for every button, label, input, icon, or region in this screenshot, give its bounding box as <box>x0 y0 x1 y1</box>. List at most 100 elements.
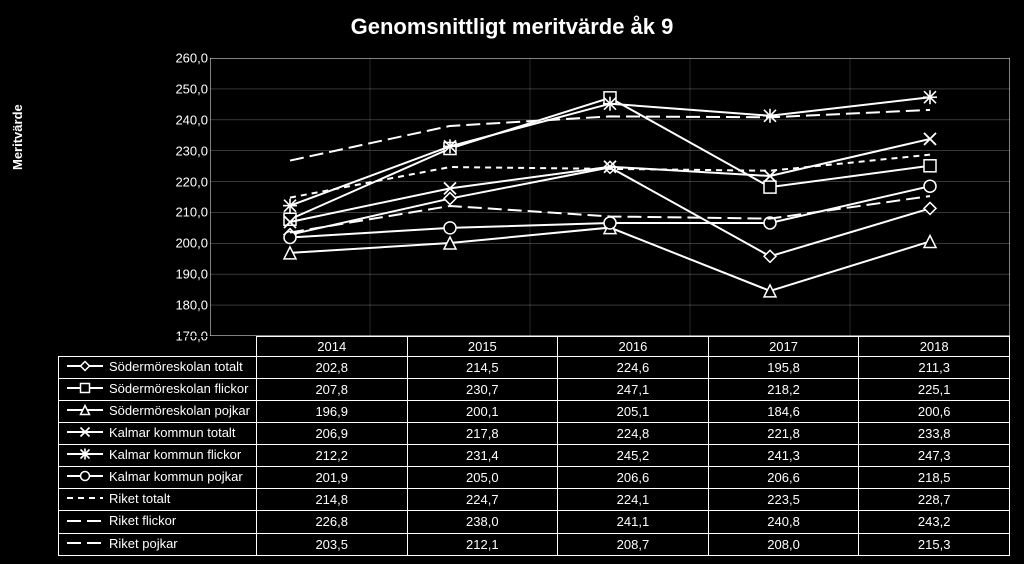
series-label: Kalmar kommun totalt <box>109 425 235 440</box>
value-cell: 217,8 <box>407 423 558 445</box>
value-cell: 233,8 <box>859 423 1010 445</box>
series-label-cell: Södermöreskolan totalt <box>59 357 257 379</box>
value-cell: 196,9 <box>256 401 407 423</box>
table-row: Södermöreskolan totalt 202,8214,5224,6195… <box>59 357 1010 379</box>
value-cell: 202,8 <box>256 357 407 379</box>
y-tick-label: 210,0 <box>158 205 208 220</box>
value-cell: 200,6 <box>859 401 1010 423</box>
y-tick-label: 240,0 <box>158 112 208 127</box>
value-cell: 247,3 <box>859 445 1010 467</box>
table-row: Riket pojkar 203,5212,1208,7208,0215,3 <box>59 533 1010 555</box>
value-cell: 203,5 <box>256 533 407 555</box>
value-cell: 224,6 <box>558 357 709 379</box>
series-label-cell: Riket flickor <box>59 511 257 533</box>
value-cell: 206,9 <box>256 423 407 445</box>
series-label-cell: Riket totalt <box>59 489 257 511</box>
legend-marker-icon <box>65 514 105 531</box>
value-cell: 207,8 <box>256 379 407 401</box>
value-cell: 224,8 <box>558 423 709 445</box>
series-label-cell: Södermöreskolan flickor <box>59 379 257 401</box>
year-header: 2014 <box>256 337 407 357</box>
series-label: Södermöreskolan flickor <box>109 381 248 396</box>
y-tick-label: 230,0 <box>158 143 208 158</box>
table-header-blank <box>59 337 257 357</box>
value-cell: 245,2 <box>558 445 709 467</box>
value-cell: 211,3 <box>859 357 1010 379</box>
value-cell: 215,3 <box>859 533 1010 555</box>
value-cell: 240,8 <box>708 511 859 533</box>
table-row: Kalmar kommun totalt 206,9217,8224,8221,8… <box>59 423 1010 445</box>
value-cell: 223,5 <box>708 489 859 511</box>
year-header: 2018 <box>859 337 1010 357</box>
y-tick-label: 190,0 <box>158 267 208 282</box>
data-table-wrap: 2014 2015 2016 2017 2018 Södermöreskolan… <box>58 336 1010 556</box>
value-cell: 195,8 <box>708 357 859 379</box>
legend-marker-icon <box>65 381 105 398</box>
value-cell: 208,0 <box>708 533 859 555</box>
legend-marker-icon <box>65 425 105 442</box>
value-cell: 212,1 <box>407 533 558 555</box>
table-body: Södermöreskolan totalt 202,8214,5224,6195… <box>59 357 1010 556</box>
value-cell: 218,5 <box>859 467 1010 489</box>
year-header: 2016 <box>558 337 709 357</box>
series-label: Riket flickor <box>109 513 176 528</box>
legend-marker-icon <box>65 447 105 464</box>
value-cell: 230,7 <box>407 379 558 401</box>
y-axis-label: Meritvärde <box>10 104 25 170</box>
table-row: Riket totalt 214,8224,7224,1223,5228,7 <box>59 489 1010 511</box>
table-row: Södermöreskolan flickor 207,8230,7247,121… <box>59 379 1010 401</box>
table-row: Kalmar kommun flickor 212,2231,4245,2241,… <box>59 445 1010 467</box>
value-cell: 225,1 <box>859 379 1010 401</box>
value-cell: 200,1 <box>407 401 558 423</box>
value-cell: 201,9 <box>256 467 407 489</box>
value-cell: 241,3 <box>708 445 859 467</box>
y-tick-label: 250,0 <box>158 81 208 96</box>
series-label-cell: Södermöreskolan pojkar <box>59 401 257 423</box>
value-cell: 214,8 <box>256 489 407 511</box>
table-row: Riket flickor226,8238,0241,1240,8243,2 <box>59 511 1010 533</box>
legend-marker-icon <box>65 491 105 508</box>
value-cell: 241,1 <box>558 511 709 533</box>
value-cell: 221,8 <box>708 423 859 445</box>
series-label-cell: Kalmar kommun flickor <box>59 445 257 467</box>
series-label: Riket totalt <box>109 491 170 506</box>
series-label: Riket pojkar <box>109 536 178 551</box>
series-label: Kalmar kommun pojkar <box>109 469 243 484</box>
value-cell: 184,6 <box>708 401 859 423</box>
y-tick-label: 260,0 <box>158 51 208 66</box>
legend-marker-icon <box>65 469 105 486</box>
series-label: Södermöreskolan totalt <box>109 359 243 374</box>
value-cell: 247,1 <box>558 379 709 401</box>
chart-container: Genomsnittligt meritvärde åk 9 Meritvärd… <box>0 0 1024 564</box>
chart-plot-area <box>210 58 1010 336</box>
value-cell: 243,2 <box>859 511 1010 533</box>
y-tick-label: 220,0 <box>158 174 208 189</box>
y-tick-label: 180,0 <box>158 298 208 313</box>
value-cell: 212,2 <box>256 445 407 467</box>
data-table: 2014 2015 2016 2017 2018 Södermöreskolan… <box>58 336 1010 556</box>
legend-marker-icon <box>65 536 105 553</box>
value-cell: 206,6 <box>708 467 859 489</box>
value-cell: 218,2 <box>708 379 859 401</box>
series-label-cell: Kalmar kommun pojkar <box>59 467 257 489</box>
legend-marker-icon <box>65 403 105 420</box>
series-label: Kalmar kommun flickor <box>109 447 241 462</box>
value-cell: 231,4 <box>407 445 558 467</box>
year-header: 2015 <box>407 337 558 357</box>
y-tick-label: 200,0 <box>158 236 208 251</box>
value-cell: 238,0 <box>407 511 558 533</box>
table-row: Kalmar kommun pojkar201,9205,0206,6206,6… <box>59 467 1010 489</box>
value-cell: 228,7 <box>859 489 1010 511</box>
year-header: 2017 <box>708 337 859 357</box>
value-cell: 205,1 <box>558 401 709 423</box>
chart-title: Genomsnittligt meritvärde åk 9 <box>0 0 1024 44</box>
chart-svg <box>210 58 1010 336</box>
value-cell: 224,7 <box>407 489 558 511</box>
value-cell: 206,6 <box>558 467 709 489</box>
table-header-row: 2014 2015 2016 2017 2018 <box>59 337 1010 357</box>
value-cell: 214,5 <box>407 357 558 379</box>
value-cell: 224,1 <box>558 489 709 511</box>
value-cell: 208,7 <box>558 533 709 555</box>
series-label-cell: Kalmar kommun totalt <box>59 423 257 445</box>
series-label-cell: Riket pojkar <box>59 533 257 555</box>
